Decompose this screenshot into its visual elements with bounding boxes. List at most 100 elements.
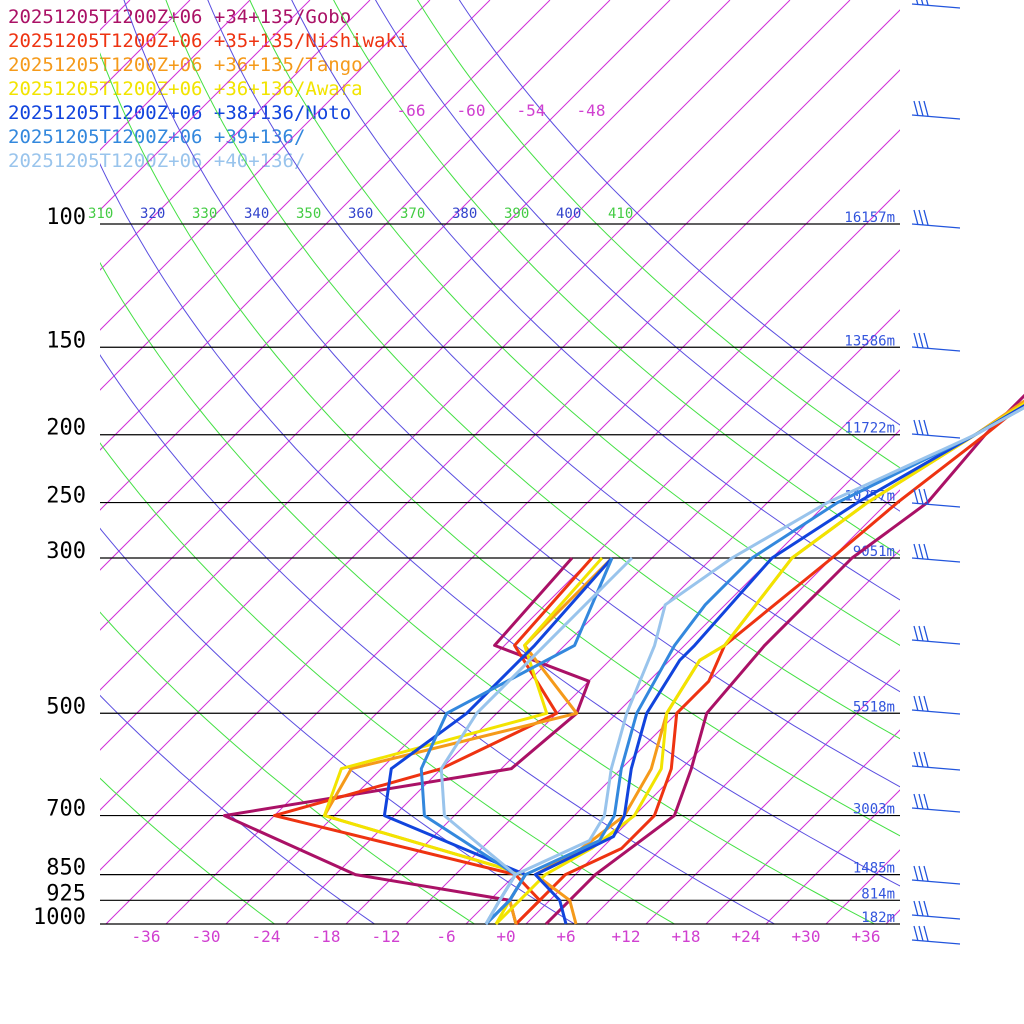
dry-adiabat (374, 0, 900, 512)
height-label: 182m (861, 910, 895, 926)
isotherm (585, 609, 900, 924)
isotherm (100, 0, 551, 451)
wind-barb-staff (911, 114, 961, 120)
upper-temp-label: -48 (577, 101, 606, 120)
isotherm (100, 0, 131, 31)
isotherm (765, 789, 900, 924)
isotherm (885, 909, 900, 924)
legend-entry: 20251205T1200Z+06 +34+135/Gobo (8, 6, 352, 28)
theta-label: 400 (556, 206, 581, 222)
wind-barb-feather (923, 209, 929, 226)
wind-barbs (911, 0, 961, 945)
wind-barb-feather (923, 900, 929, 917)
wind-barb-feather (913, 793, 919, 810)
legend-entry: 20251205T1200Z+06 +38+136/Noto (8, 102, 352, 124)
wind-barb-feather (923, 625, 929, 642)
theta-label: 330 (192, 206, 217, 222)
isotherm (645, 669, 900, 924)
wind-barb-feather (913, 695, 919, 712)
dewpoint-line (322, 556, 614, 925)
dry-adiabat (333, 0, 900, 556)
x-tick-label: +18 (672, 927, 701, 946)
dry-adiabat (100, 527, 576, 924)
pressure-label: 100 (46, 205, 86, 230)
wind-barb-feather (913, 209, 919, 226)
wind-barb-feather (918, 419, 924, 436)
wind-barb-staff (911, 765, 961, 771)
x-tick-label: +30 (792, 927, 821, 946)
isotherm (100, 0, 491, 391)
theta-label: 410 (608, 206, 633, 222)
wind-barb-feather (913, 625, 919, 642)
wind-barb-feather (918, 332, 924, 349)
wind-barb-staff (911, 502, 961, 508)
dry-adiabat (100, 694, 376, 924)
wind-barb-staff (911, 939, 961, 945)
wind-barb-feather (923, 865, 929, 882)
isotherm (465, 489, 900, 924)
wind-barb-feather (913, 543, 919, 560)
wind-barb-feather (913, 332, 919, 349)
dry-adiabat (416, 0, 900, 469)
height-label: 1485m (853, 861, 895, 877)
wind-barb-feather (918, 865, 924, 882)
wind-barb-feather (918, 925, 924, 942)
height-label: 3003m (853, 802, 895, 818)
pressure-label: 850 (46, 856, 86, 881)
upper-temp-label: -66 (397, 101, 426, 120)
upper-temp-label: -60 (457, 101, 486, 120)
pressure-label: 500 (46, 694, 86, 719)
pressure-label: 300 (46, 539, 86, 564)
temperature-line (514, 401, 1024, 926)
wind-barb-feather (923, 751, 929, 768)
wind-barb-feather (918, 793, 924, 810)
isotherm (100, 0, 611, 511)
isotherm (0, 0, 10, 924)
isotherm (100, 0, 791, 691)
x-tick-label: +6 (556, 927, 575, 946)
isotherm (705, 729, 900, 924)
isotherm (100, 0, 431, 331)
wind-barb-feather (918, 543, 924, 560)
theta-label: 350 (296, 206, 321, 222)
wind-barb-feather (918, 100, 924, 117)
wind-barb-staff (911, 639, 961, 645)
wind-barb-feather (923, 793, 929, 810)
dry-adiabat (100, 52, 900, 837)
wind-barb-feather (913, 900, 919, 917)
x-tick-label: -30 (192, 927, 221, 946)
isotherm (100, 0, 191, 91)
wind-barb-feather (918, 695, 924, 712)
x-tick-label: -36 (132, 927, 161, 946)
pressure-label: 150 (46, 328, 86, 353)
theta-label: 380 (452, 206, 477, 222)
wind-barb-staff (911, 3, 961, 9)
wind-barb-feather (923, 100, 929, 117)
dewpoint-line (222, 557, 591, 925)
pressure-label: 925 (46, 881, 86, 906)
temperature-line (533, 404, 1024, 925)
legend-entry: 20251205T1200Z+06 +36+136/Awara (8, 78, 363, 100)
dry-adiabat (458, 0, 900, 426)
isotherm (100, 0, 371, 271)
isotherm (946, 0, 1024, 924)
dry-adiabat (100, 354, 776, 924)
dry-adiabat (100, 611, 476, 924)
isotherm (100, 0, 731, 631)
theta-label: 370 (400, 206, 425, 222)
temperature-line (494, 401, 1024, 926)
theta-label: 340 (244, 206, 269, 222)
temperature-line (484, 405, 1024, 925)
wind-barb-staff (911, 709, 961, 715)
wind-barb-staff (911, 223, 961, 229)
wind-barb-feather (923, 925, 929, 942)
height-label: 11722m (844, 421, 895, 437)
height-label: 5518m (853, 699, 895, 715)
wind-barb-feather (913, 488, 919, 505)
background-lines (0, 0, 1024, 924)
wind-barb-feather (923, 543, 929, 560)
dry-adiabat (165, 0, 900, 740)
theta-label: 360 (348, 206, 373, 222)
dry-adiabat (100, 261, 876, 924)
height-label: 13586m (844, 333, 895, 349)
